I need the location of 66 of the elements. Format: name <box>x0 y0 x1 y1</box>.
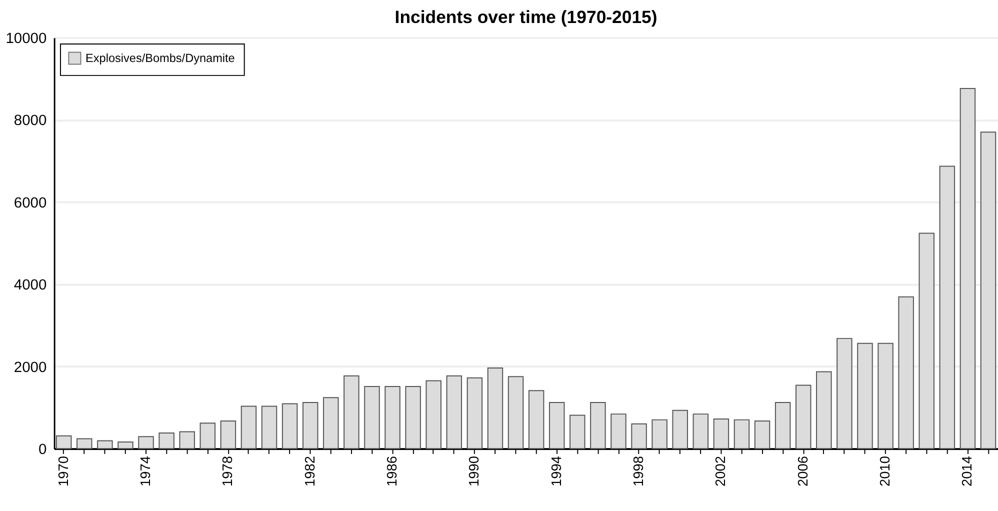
bar <box>138 436 154 450</box>
y-tick-label: 0 <box>38 442 47 458</box>
bar <box>960 88 976 450</box>
y-tick-label: 8000 <box>14 113 47 130</box>
bar <box>652 419 668 450</box>
bar <box>939 166 956 450</box>
bar <box>774 402 791 450</box>
bar <box>220 420 236 450</box>
bar <box>878 342 894 450</box>
bar <box>795 384 812 450</box>
bar <box>302 402 318 450</box>
bar <box>384 386 400 450</box>
bar <box>548 402 565 450</box>
bar <box>179 431 195 450</box>
legend-label: Explosives/Bombs/Dynamite <box>86 52 236 66</box>
y-tick-label: 2000 <box>14 360 47 376</box>
x-tick-label: 1986 <box>384 456 400 487</box>
bar <box>158 432 174 450</box>
bar <box>980 132 996 450</box>
y-tick-label: 10000 <box>6 30 47 47</box>
x-tick-label: 2006 <box>795 456 810 487</box>
bar <box>261 406 278 450</box>
bar <box>734 419 750 450</box>
x-tick-label: 1978 <box>220 456 236 487</box>
x-tick-label: 2010 <box>877 456 892 487</box>
bar <box>508 376 524 450</box>
bar <box>610 414 626 450</box>
x-tick-label: 1982 <box>302 456 318 487</box>
x-tick-label: 1998 <box>630 456 646 487</box>
bar <box>97 440 113 450</box>
bar <box>56 435 72 450</box>
x-tick-label: 1990 <box>466 456 482 487</box>
bar <box>754 420 770 450</box>
bar <box>672 410 688 450</box>
bar <box>528 390 544 450</box>
bar <box>240 406 257 450</box>
bar <box>487 368 504 450</box>
bar <box>692 414 709 450</box>
bar <box>118 442 134 450</box>
x-tick-label: 1974 <box>138 456 153 487</box>
bar <box>918 232 934 450</box>
bar <box>466 377 483 450</box>
x-tick-label: 1970 <box>56 456 71 487</box>
bar <box>282 403 298 450</box>
bar <box>590 402 606 450</box>
bar <box>898 296 914 450</box>
bar <box>364 386 380 450</box>
bar <box>323 397 339 450</box>
y-tick-label: 6000 <box>14 195 47 212</box>
bar <box>344 375 360 450</box>
bar <box>200 422 216 450</box>
chart-title: Incidents over time (1970-2015) <box>394 6 658 27</box>
y-tick-label: 4000 <box>14 278 47 294</box>
bar <box>446 375 462 450</box>
bar <box>631 423 647 450</box>
x-tick-label: 2002 <box>713 456 728 487</box>
x-tick-label: 2014 <box>960 456 975 487</box>
bar <box>426 380 442 450</box>
bar <box>816 371 832 450</box>
bar <box>405 386 421 450</box>
bar <box>570 414 586 450</box>
bar <box>713 418 730 450</box>
x-tick-label: 1994 <box>548 456 564 487</box>
bar <box>76 438 92 450</box>
bar <box>857 342 873 450</box>
bar <box>836 338 852 450</box>
